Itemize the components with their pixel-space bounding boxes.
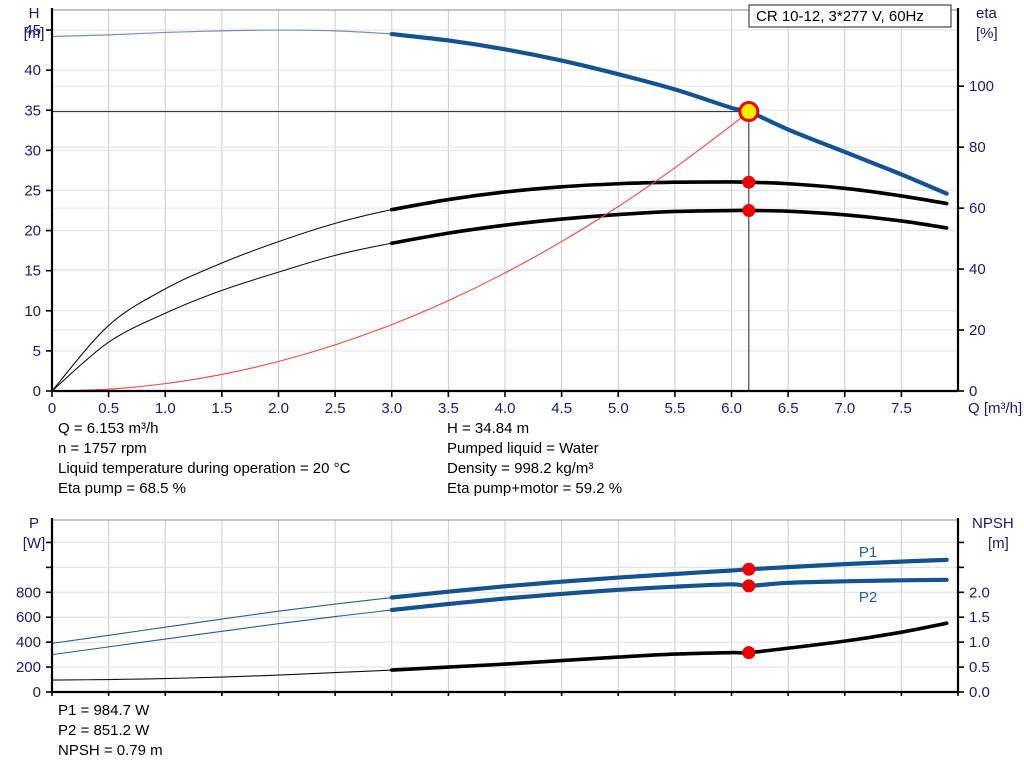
axis-title-h: H: [29, 5, 40, 22]
npsh-curve-thick: [389, 621, 949, 672]
tick-label-q: 7.0: [834, 400, 855, 417]
efficiency-curve-thick: [389, 208, 949, 245]
p2-marker: [742, 579, 756, 593]
tick-label-q: 1.5: [211, 400, 232, 417]
axis-title-q: Q [m³/h]: [968, 400, 1022, 417]
info-left-line: Eta pump = 68.5 %: [58, 480, 186, 497]
tick-label-npsh: 0.0: [969, 684, 990, 701]
tick-label-eta: 80: [969, 139, 986, 156]
axis-title-p: P: [29, 515, 39, 532]
tick-label-eta: 100: [969, 78, 994, 95]
tick-label-q: 3.5: [438, 400, 459, 417]
series-label-p1: P1: [859, 544, 877, 561]
tick-label-q: 5.5: [664, 400, 685, 417]
info-left-line: Liquid temperature during operation = 20…: [58, 460, 351, 477]
tick-label-q: 7.5: [891, 400, 912, 417]
tick-label-npsh: 0.5: [969, 659, 990, 676]
tick-label-h: 15: [24, 263, 41, 280]
tick-label-eta: 20: [969, 322, 986, 339]
tick-label-q: 2.5: [325, 400, 346, 417]
axis-title-eta: eta: [976, 5, 998, 22]
info-left-line: Q = 6.153 m³/h: [58, 420, 158, 437]
info-bottom-line: P1 = 984.7 W: [58, 702, 150, 719]
tick-label-h: 30: [24, 142, 41, 159]
tick-label-q: 4.5: [551, 400, 572, 417]
p2-curve-thick: [389, 577, 949, 613]
tick-label-h: 10: [24, 303, 41, 320]
tick-label-q: 5.0: [608, 400, 629, 417]
tick-label-npsh: 1.5: [969, 609, 990, 626]
tick-label-q: 2.0: [268, 400, 289, 417]
tick-label-q: 3.0: [381, 400, 402, 417]
tick-label-q: 4.0: [495, 400, 516, 417]
p1-curve-thin: [51, 559, 947, 644]
axis-title-p-unit: [W]: [23, 535, 46, 552]
duty-point-marker[interactable]: [738, 101, 760, 123]
tick-label-h: 5: [33, 343, 41, 360]
npsh-marker: [742, 646, 756, 660]
tick-label-eta: 60: [969, 200, 986, 217]
axis-title-eta-unit: [%]: [976, 25, 998, 42]
tick-label-p: 400: [16, 634, 41, 651]
tick-label-npsh: 1.0: [969, 634, 990, 651]
info-left-line: n = 1757 rpm: [58, 440, 147, 457]
info-bottom-line: P2 = 851.2 W: [58, 722, 150, 739]
efficiency-curve-thin: [51, 209, 947, 392]
head-curve-thick: [389, 31, 949, 196]
tick-label-p: 200: [16, 659, 41, 676]
info-right-line: Eta pump+motor = 59.2 %: [447, 480, 622, 497]
tick-label-h: 40: [24, 62, 41, 79]
tick-label-q: 0.5: [98, 400, 119, 417]
tick-label-q: 1.0: [155, 400, 176, 417]
eta-pump-motor-marker: [742, 204, 756, 218]
info-right-line: Pumped liquid = Water: [447, 440, 599, 457]
p1-marker: [742, 562, 756, 576]
tick-label-eta: 0: [969, 383, 977, 400]
tick-label-p: 600: [16, 609, 41, 626]
title-box: [748, 4, 952, 28]
eta-pump-marker: [742, 175, 756, 189]
axis-title-npsh: NPSH: [972, 515, 1014, 532]
axis-title-npsh-unit: [m]: [988, 535, 1009, 552]
npsh-curve-thin: [51, 622, 947, 681]
p1-curve-thick: [389, 557, 949, 600]
tick-label-q: 6.5: [778, 400, 799, 417]
tick-label-h: 25: [24, 182, 41, 199]
tick-label-h: 45: [24, 22, 41, 39]
tick-label-h: 20: [24, 223, 41, 240]
series-label-p2: P2: [859, 589, 877, 606]
tick-label-h: 0: [33, 383, 41, 400]
info-bottom-line: NPSH = 0.79 m: [58, 742, 163, 759]
tick-label-npsh: 2.0: [969, 584, 990, 601]
tick-label-p: 0: [33, 684, 41, 701]
efficiency-curve-thick: [389, 180, 949, 212]
info-right-line: Density = 998.2 kg/m³: [447, 460, 593, 477]
system-curve: [51, 111, 750, 392]
chart-title: CR 10-12, 3*277 V, 60Hz: [756, 8, 924, 25]
axis-title-h-unit: [m]: [24, 25, 45, 42]
tick-label-eta: 40: [969, 261, 986, 278]
tick-label-h: 35: [24, 102, 41, 119]
tick-label-q: 6.0: [721, 400, 742, 417]
tick-label-p: 800: [16, 584, 41, 601]
tick-label-q: 0: [48, 400, 56, 417]
info-right-line: H = 34.84 m: [447, 420, 529, 437]
